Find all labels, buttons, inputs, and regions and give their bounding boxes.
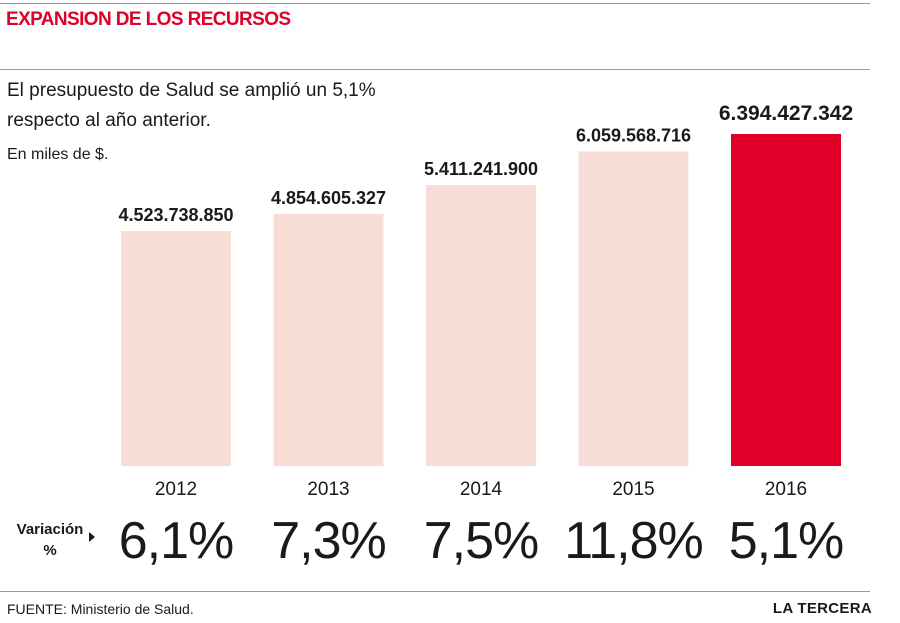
variation-value-2014: 7,5% xyxy=(424,512,539,570)
brand-logo-text: LA TERCERA xyxy=(772,600,872,617)
bar-2012 xyxy=(121,231,231,466)
page-title: EXPANSION DE LOS RECURSOS xyxy=(6,9,291,30)
variation-value-2015: 11,8% xyxy=(564,512,703,570)
year-label-2012: 2012 xyxy=(155,479,197,500)
top-rule xyxy=(0,3,870,4)
value-label-2013: 4.854.605.327 xyxy=(271,188,386,208)
unit-note: En miles de $. xyxy=(7,146,109,163)
source-note: FUENTE: Ministerio de Salud. xyxy=(7,601,194,617)
bar-2016 xyxy=(731,134,841,466)
year-label-2013: 2013 xyxy=(307,479,349,500)
footer-rule xyxy=(0,591,870,592)
header-rule xyxy=(0,69,870,70)
variation-value-2016: 5,1% xyxy=(729,512,844,570)
value-label-2012: 4.523.738.850 xyxy=(118,205,233,225)
value-label-2015: 6.059.568.716 xyxy=(576,125,691,145)
value-label-2014: 5.411.241.900 xyxy=(424,159,538,179)
bar-2015 xyxy=(578,151,689,466)
triangle-right-icon xyxy=(89,532,95,542)
chart-subtitle: El presupuesto de Salud se amplió un 5,1… xyxy=(7,80,376,131)
variation-value-2013: 7,3% xyxy=(271,512,386,570)
value-label-2016: 6.394.427.342 xyxy=(719,102,853,125)
variation-value-2012: 6,1% xyxy=(119,512,234,570)
year-label-2015: 2015 xyxy=(612,479,654,500)
variation-label: Variación % xyxy=(16,521,84,559)
year-label-2016: 2016 xyxy=(765,479,807,500)
bar-2014 xyxy=(426,185,536,467)
year-label-2014: 2014 xyxy=(460,479,503,500)
bar-2013 xyxy=(273,213,384,466)
